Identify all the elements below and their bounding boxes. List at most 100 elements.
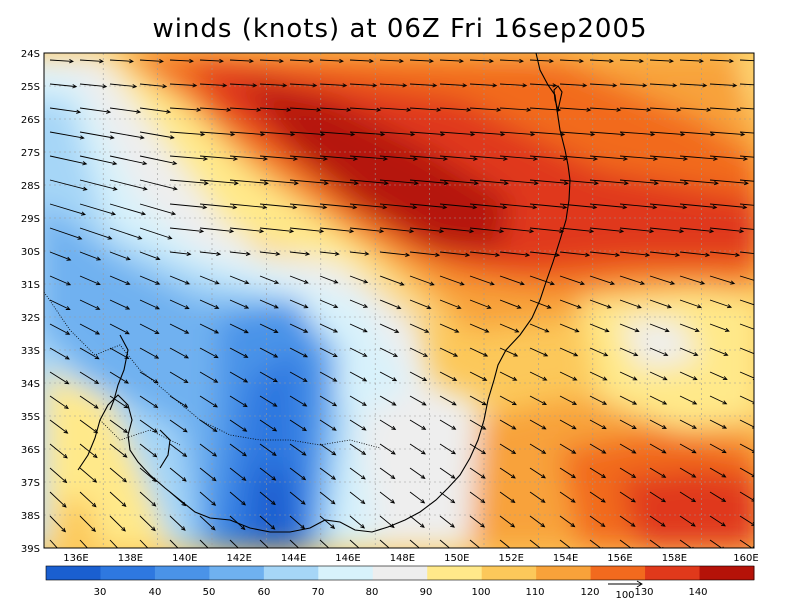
wind-vector bbox=[409, 83, 437, 87]
wind-vector bbox=[499, 59, 523, 62]
wind-vector-head bbox=[443, 180, 449, 186]
wind-vector bbox=[559, 251, 590, 256]
wind-vector bbox=[529, 515, 545, 528]
wind-vector-head bbox=[722, 376, 728, 381]
colorbar-label: 110 bbox=[525, 587, 544, 598]
wind-vector-head bbox=[244, 304, 250, 309]
wind-vector-head bbox=[390, 499, 396, 504]
wind-vector-head bbox=[512, 376, 518, 381]
wind-vector bbox=[259, 203, 297, 208]
colorbar-label: 130 bbox=[634, 587, 653, 598]
wind-vector-head bbox=[765, 253, 769, 256]
wind-vector-head bbox=[360, 475, 366, 480]
wind-vector-head bbox=[710, 132, 716, 137]
wind-vector-head bbox=[214, 280, 220, 285]
wind-vector-head bbox=[162, 84, 168, 89]
wind-vector-head bbox=[233, 156, 239, 161]
wind-vector-head bbox=[510, 474, 516, 479]
wind-vector-head bbox=[185, 280, 190, 285]
wind-vector bbox=[499, 107, 531, 111]
wind-vector bbox=[559, 227, 594, 232]
wind-vector bbox=[379, 59, 403, 62]
wind-vector bbox=[589, 539, 602, 548]
wind-vector bbox=[139, 371, 159, 384]
wind-vector-head bbox=[755, 328, 759, 331]
wind-vector-head bbox=[91, 552, 95, 556]
wind-vector-head bbox=[713, 156, 719, 161]
wind-vector-head bbox=[721, 497, 727, 502]
wind-vector-head bbox=[601, 425, 607, 430]
wind-vector bbox=[739, 347, 754, 355]
wind-vector bbox=[319, 155, 358, 160]
wind-vector-head bbox=[376, 107, 382, 112]
wind-vector-head bbox=[732, 83, 738, 88]
wind-vector-head bbox=[219, 58, 224, 64]
wind-vector-head bbox=[159, 59, 164, 64]
wind-vector-head bbox=[211, 476, 217, 482]
wind-vector-head bbox=[636, 304, 642, 309]
wind-vector bbox=[259, 227, 294, 232]
wind-vector bbox=[499, 539, 511, 548]
wind-vector bbox=[709, 299, 732, 308]
wind-vector-head bbox=[302, 377, 308, 382]
wind-vector-head bbox=[712, 205, 718, 210]
wind-vector bbox=[649, 347, 668, 356]
wind-vector-head bbox=[102, 84, 108, 89]
wind-vector-head bbox=[451, 450, 457, 455]
wind-vector bbox=[619, 155, 658, 160]
wind-vector-head bbox=[421, 401, 427, 406]
wind-vector bbox=[139, 443, 157, 458]
wind-vector bbox=[559, 83, 587, 87]
wind-vector-head bbox=[774, 181, 778, 184]
wind-vector bbox=[439, 539, 451, 548]
wind-vector bbox=[199, 347, 219, 358]
wind-vector bbox=[319, 203, 357, 208]
wind-vector-head bbox=[602, 376, 608, 381]
wind-vector bbox=[709, 419, 727, 429]
wind-vector-head bbox=[154, 354, 160, 359]
wind-vector bbox=[679, 347, 698, 356]
wind-vector-head bbox=[66, 281, 72, 286]
wind-vector bbox=[259, 395, 277, 407]
wind-vector-head bbox=[331, 451, 337, 456]
wind-vector bbox=[319, 179, 358, 184]
wind-vector bbox=[679, 131, 715, 135]
wind-vector-head bbox=[300, 524, 306, 530]
wind-vector bbox=[619, 251, 650, 256]
wind-vector bbox=[499, 323, 519, 333]
wind-vector-head bbox=[500, 132, 506, 137]
wind-vector bbox=[439, 179, 478, 184]
wind-vector bbox=[619, 203, 657, 208]
wind-vector-head bbox=[214, 329, 220, 334]
wind-vector-head bbox=[572, 376, 578, 381]
wind-vector bbox=[49, 419, 68, 434]
wind-vector bbox=[469, 467, 486, 479]
wind-vector bbox=[649, 131, 685, 135]
wind-vector bbox=[649, 419, 667, 429]
wind-vector-head bbox=[555, 252, 561, 257]
lat-label: 29S bbox=[21, 214, 40, 225]
colorbar-swatch bbox=[372, 566, 428, 580]
wind-vector-head bbox=[353, 180, 359, 186]
wind-vector bbox=[349, 131, 385, 135]
wind-vector-head bbox=[544, 328, 550, 333]
wind-vector bbox=[709, 59, 733, 62]
wind-vector-head bbox=[691, 449, 697, 454]
wind-vector bbox=[679, 491, 696, 502]
wind-vector bbox=[289, 179, 328, 184]
wind-vector bbox=[559, 515, 575, 527]
wind-vector bbox=[109, 251, 131, 260]
wind-vector-head bbox=[683, 156, 689, 161]
wind-vector bbox=[289, 59, 313, 62]
wind-vector bbox=[559, 299, 581, 309]
wind-vector bbox=[49, 515, 66, 532]
wind-vector-head bbox=[132, 84, 138, 89]
colorbar-swatch bbox=[536, 566, 592, 580]
wind-vector-head bbox=[540, 522, 546, 528]
wind-vector-head bbox=[601, 449, 607, 454]
wind-vector-head bbox=[241, 476, 247, 481]
colorbar-label: 30 bbox=[94, 587, 107, 598]
colorbar bbox=[45, 565, 755, 581]
wind-vector bbox=[679, 539, 693, 548]
wind-vector bbox=[259, 251, 280, 255]
